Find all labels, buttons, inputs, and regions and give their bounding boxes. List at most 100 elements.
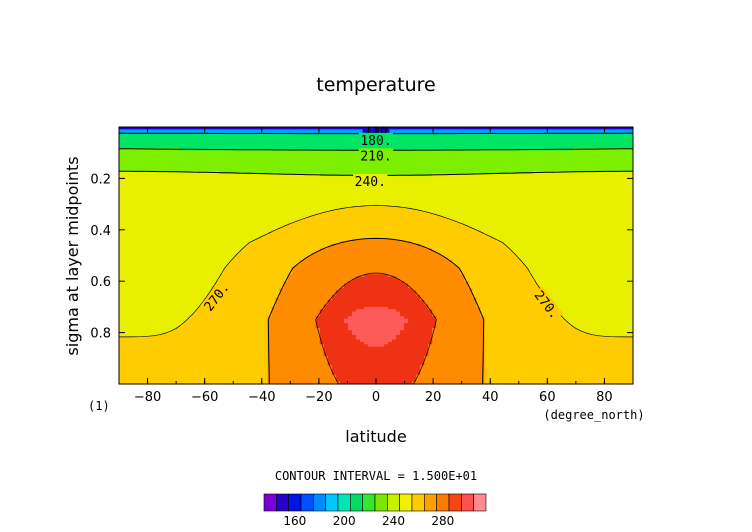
contour-fill-cell	[440, 127, 445, 130]
contour-fill-cell	[223, 134, 229, 151]
figure-number: (1)	[88, 399, 110, 413]
contour-fill-cell	[367, 346, 373, 384]
contour-fill-cell	[528, 274, 534, 384]
contour-fill-cell	[516, 150, 522, 175]
contour-fill-cell	[363, 306, 369, 345]
contour-fill-cell	[247, 129, 253, 135]
contour-fill-cell	[207, 134, 212, 151]
contour-fill-cell	[327, 176, 333, 212]
contour-fill-cell	[444, 150, 449, 175]
contour-fill-cell	[412, 243, 417, 292]
contour-fill-cell	[384, 150, 389, 177]
contour-fill-cell	[424, 127, 429, 130]
contour-fill-cell	[303, 129, 309, 135]
contour-fill-cell	[604, 127, 610, 130]
contour-fill-cell	[404, 150, 409, 177]
contour-fill-cell	[231, 134, 237, 151]
contour-fill-cell	[279, 150, 285, 175]
contour-fill-cell	[564, 150, 570, 172]
x-tick-label: 80	[596, 390, 613, 405]
contour-fill-cell	[392, 150, 397, 177]
contour-fill-cell	[428, 134, 433, 151]
contour-fill-cell	[163, 129, 168, 135]
contour-fill-cell	[488, 150, 494, 175]
contour-fill-cell	[267, 173, 273, 233]
contour-fill-cell	[235, 173, 241, 254]
contour-fill-cell	[355, 176, 361, 208]
contour-fill-cell	[428, 150, 433, 177]
contour-fill-cell	[307, 127, 313, 130]
contour-fill-cell	[211, 127, 216, 130]
contour-fill-cell	[480, 232, 486, 317]
contour-fill-cell	[263, 150, 269, 175]
contour-fill-cell	[247, 150, 253, 175]
contour-fill-cell	[207, 292, 212, 384]
contour-fill-cell	[363, 344, 369, 384]
contour-fill-cell	[452, 220, 457, 266]
colorbar-swatch	[263, 493, 277, 512]
contour-fill-cell	[131, 129, 136, 135]
contour-fill-cell	[355, 276, 361, 310]
contour-fill-cell	[392, 339, 397, 384]
contour-fill-cell	[171, 171, 176, 331]
contour-fill-cell	[291, 150, 297, 175]
contour-fill-cell	[428, 248, 433, 310]
contour-fill-cell	[303, 257, 309, 384]
contour-line	[315, 272, 437, 384]
contour-fill-cell	[263, 234, 269, 384]
contour-fill-cell	[424, 248, 429, 306]
contour-fill-cell	[323, 129, 329, 135]
contour-fill-cell	[171, 127, 176, 130]
contour-fill-cell	[215, 150, 220, 172]
contour-fill-cell	[315, 327, 321, 384]
contour-fill-cell	[351, 176, 357, 208]
contour-fill-cell	[151, 134, 156, 149]
y-tick-label: 0.2	[90, 172, 111, 187]
contour-fill-cell	[347, 330, 353, 384]
contour-fill-cell	[400, 206, 405, 243]
contour-fill-cell	[460, 134, 465, 151]
contour-fill-cell	[151, 334, 156, 384]
contour-fill-cell	[624, 127, 630, 130]
contour-fill-cell	[544, 297, 550, 384]
contour-fill-cell	[436, 134, 441, 151]
contour-fill-cell	[231, 257, 237, 384]
contour-fill-cell	[604, 134, 610, 149]
contour-fill-cell	[444, 173, 449, 219]
contour-fill-cell	[468, 288, 473, 384]
contour-fill-cell	[516, 173, 522, 259]
contour-fill-cell	[460, 173, 465, 224]
contour-fill-cell	[384, 274, 389, 308]
contour-fill-cell	[492, 239, 498, 384]
contour-fill-cell	[203, 297, 208, 384]
contour-fill-cell	[588, 127, 594, 130]
contour-fill-cell	[380, 306, 385, 348]
contour-fill-cell	[271, 134, 277, 151]
contour-fill-cell	[251, 241, 257, 384]
contour-fill-cell	[287, 150, 293, 175]
contour-fill-cell	[404, 127, 409, 130]
contour-fill-cell	[472, 173, 477, 231]
contour-fill-cell	[191, 127, 196, 130]
contour-fill-cell	[283, 225, 289, 282]
contour-label-backing	[358, 148, 394, 162]
contour-fill-cell	[223, 267, 229, 384]
contour-fill-cell	[367, 150, 373, 177]
contour-fill-cell	[448, 220, 453, 261]
contour-fill-cell	[351, 150, 357, 177]
contour-fill-cell	[480, 127, 486, 130]
contour-fill-cell	[283, 129, 289, 135]
contour-fill-cell	[432, 129, 437, 135]
contour-fill-cell	[388, 341, 393, 384]
contour-fill-cell	[388, 127, 393, 130]
contour-fill-cell	[520, 129, 526, 135]
contour-fill-cell	[195, 171, 200, 310]
contour-fill-cell	[299, 129, 305, 135]
contour-fill-cell	[219, 129, 225, 135]
contour-fill-cell	[492, 173, 498, 240]
contour-fill-cell	[271, 306, 277, 384]
contour-fill-cell	[195, 129, 200, 135]
contour-fill-cell	[420, 365, 425, 384]
contour-fill-cell	[468, 227, 473, 289]
colorbar-tick-label: 240	[382, 514, 405, 528]
